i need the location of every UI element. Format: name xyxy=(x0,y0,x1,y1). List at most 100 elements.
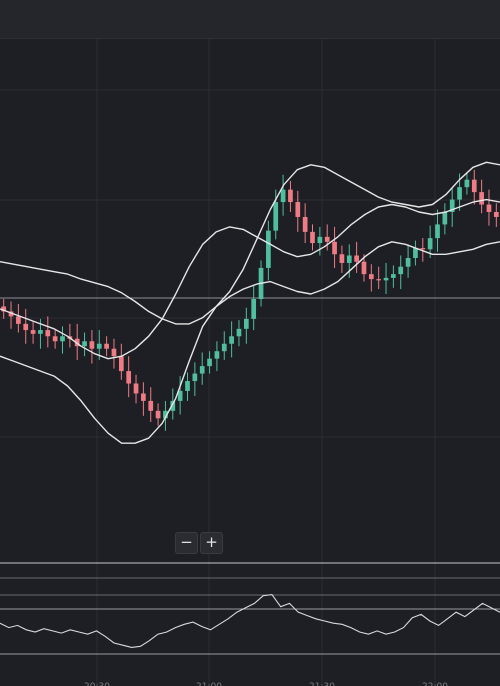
candle-body xyxy=(346,255,352,263)
candle-body xyxy=(405,257,411,267)
candle-body xyxy=(38,330,43,334)
candle xyxy=(383,262,389,295)
candle-body xyxy=(493,212,499,217)
candle-body xyxy=(361,261,367,275)
candle-body xyxy=(30,330,36,334)
candle-body xyxy=(221,343,227,352)
zoom-in-button[interactable]: + xyxy=(200,532,223,554)
candle-body xyxy=(479,192,484,205)
candle-body xyxy=(332,241,337,255)
candle xyxy=(339,245,345,273)
candle xyxy=(141,382,146,416)
candle xyxy=(251,285,257,331)
candle xyxy=(427,225,433,258)
candle xyxy=(486,189,492,226)
candle xyxy=(229,321,234,358)
candle xyxy=(413,240,418,266)
candle-body xyxy=(177,390,183,401)
candle-body xyxy=(243,318,249,329)
candle-body xyxy=(288,189,293,203)
candles-layer xyxy=(1,169,499,431)
candle xyxy=(192,362,198,396)
candle xyxy=(405,244,411,278)
candle-body xyxy=(1,306,7,312)
candle-body xyxy=(60,336,65,342)
candle xyxy=(420,238,426,262)
bollinger-layer xyxy=(0,161,500,444)
candle xyxy=(82,332,87,357)
candle xyxy=(280,174,286,216)
candle-body xyxy=(118,356,124,372)
candle-body xyxy=(324,236,330,242)
candle-body xyxy=(464,179,470,188)
candle xyxy=(354,241,359,273)
candle-body xyxy=(317,236,323,244)
candle xyxy=(361,254,367,282)
zoom-out-button[interactable]: − xyxy=(175,532,198,554)
candle xyxy=(493,203,499,227)
candle-body xyxy=(420,248,426,250)
candle xyxy=(8,301,14,329)
candle-body xyxy=(96,343,102,349)
candle-body xyxy=(111,348,117,357)
candle xyxy=(449,188,455,227)
candle xyxy=(126,356,132,398)
candle-body xyxy=(229,336,234,344)
x-tick-label: 20:30 xyxy=(84,682,110,686)
candle xyxy=(376,266,382,290)
candle xyxy=(67,323,73,348)
candle xyxy=(16,303,21,333)
candle xyxy=(391,265,396,288)
candle-body xyxy=(449,199,455,212)
candle xyxy=(368,264,374,292)
candle-body xyxy=(8,311,14,317)
candle-body xyxy=(236,328,242,337)
candle xyxy=(243,307,249,344)
candle-body xyxy=(391,274,396,278)
zoom-controls: − + xyxy=(175,532,223,554)
candle xyxy=(199,352,205,385)
candle-body xyxy=(82,341,87,347)
candle xyxy=(60,326,65,354)
candle-body xyxy=(413,248,418,258)
candle xyxy=(471,169,477,205)
candle-body xyxy=(486,204,492,212)
candle xyxy=(1,299,7,319)
candle-body xyxy=(398,266,404,275)
candle-body xyxy=(155,410,161,419)
candle-body xyxy=(52,336,58,342)
candle-body xyxy=(170,400,176,411)
candle-body xyxy=(457,187,462,200)
candle-body xyxy=(368,274,374,280)
candle-body xyxy=(273,202,279,231)
candle-body xyxy=(435,224,440,239)
candle xyxy=(317,226,323,256)
candle-body xyxy=(295,202,301,217)
candle-body xyxy=(310,231,315,244)
candle xyxy=(302,203,308,244)
grid-layer xyxy=(0,38,500,686)
candle xyxy=(104,336,109,357)
bollinger-lower xyxy=(0,241,500,444)
candle xyxy=(435,209,440,252)
candle-body xyxy=(185,381,190,391)
x-tick-label: 22:00 xyxy=(422,682,448,686)
candle-body xyxy=(16,316,21,324)
chart-toolbar xyxy=(0,0,500,39)
candle-body xyxy=(163,410,168,419)
candle-body xyxy=(251,299,257,319)
candle xyxy=(30,321,36,344)
candle xyxy=(45,316,51,348)
x-axis: 20:30 21:00 21:30 22:00 xyxy=(84,682,448,686)
candle-body xyxy=(192,373,198,382)
x-tick-label: 21:00 xyxy=(196,682,222,686)
rsi-panel xyxy=(0,594,500,648)
candle-body xyxy=(89,341,95,349)
candle-body xyxy=(471,179,477,193)
candle-body xyxy=(133,383,139,394)
candle xyxy=(236,320,242,347)
candle xyxy=(464,172,470,195)
candle-body xyxy=(266,230,271,268)
candle-body xyxy=(302,216,308,232)
